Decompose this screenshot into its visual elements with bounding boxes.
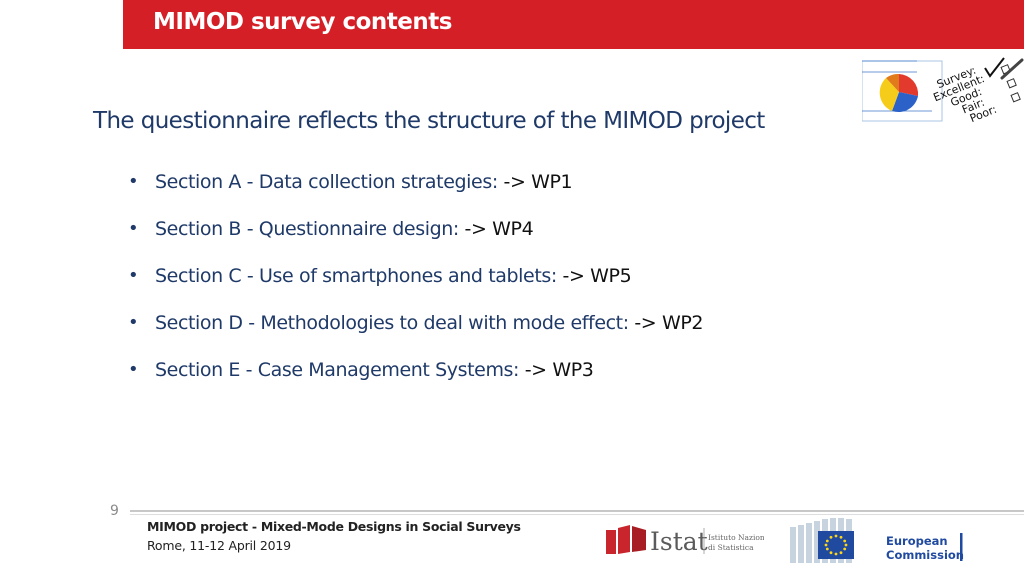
section-label: Section C - Use of smartphones and table… [155, 265, 557, 287]
bullet-icon: • [128, 218, 139, 239]
title-bar [123, 0, 1024, 49]
slide-subtitle: The questionnaire reflects the structure… [93, 108, 765, 134]
work-package: -> WP2 [634, 312, 704, 334]
istat-subtitle: Istituto Nazionale [708, 533, 764, 542]
page-number: 9 [110, 503, 119, 519]
bullet-icon: • [128, 171, 139, 192]
istat-logo: Istat Istituto Nazionale di Statistica [606, 525, 764, 556]
european-commission-logo: European Commission [790, 518, 964, 563]
istat-name: Istat [650, 527, 708, 556]
footer-divider [130, 514, 1024, 515]
footer-project-title: MIMOD project - Mixed-Mode Designs in So… [147, 519, 521, 534]
work-package: -> WP3 [524, 359, 594, 381]
bullet-icon: • [128, 265, 139, 286]
work-package: -> WP1 [503, 171, 573, 193]
section-label: Section A - Data collection strategies: [155, 171, 498, 193]
bullet-icon: • [128, 312, 139, 333]
survey-checklist-pie-icon: Survey: Excellent: Good: Fair: Poor: [862, 57, 1024, 125]
section-label: Section B - Questionnaire design: [155, 218, 459, 240]
footer-divider [130, 510, 1024, 512]
section-label: Section E - Case Management Systems: [155, 359, 520, 381]
ec-name-line1: European [886, 534, 948, 548]
ec-name-line2: Commission [886, 548, 964, 562]
slide-title: MIMOD survey contents [153, 9, 452, 35]
footer-date: Rome, 11-12 April 2019 [147, 538, 291, 553]
bullet-icon: • [128, 359, 139, 380]
istat-subtitle: di Statistica [708, 543, 754, 552]
section-label: Section D - Methodologies to deal with m… [155, 312, 629, 334]
work-package: -> WP5 [562, 265, 632, 287]
work-package: -> WP4 [464, 218, 534, 240]
